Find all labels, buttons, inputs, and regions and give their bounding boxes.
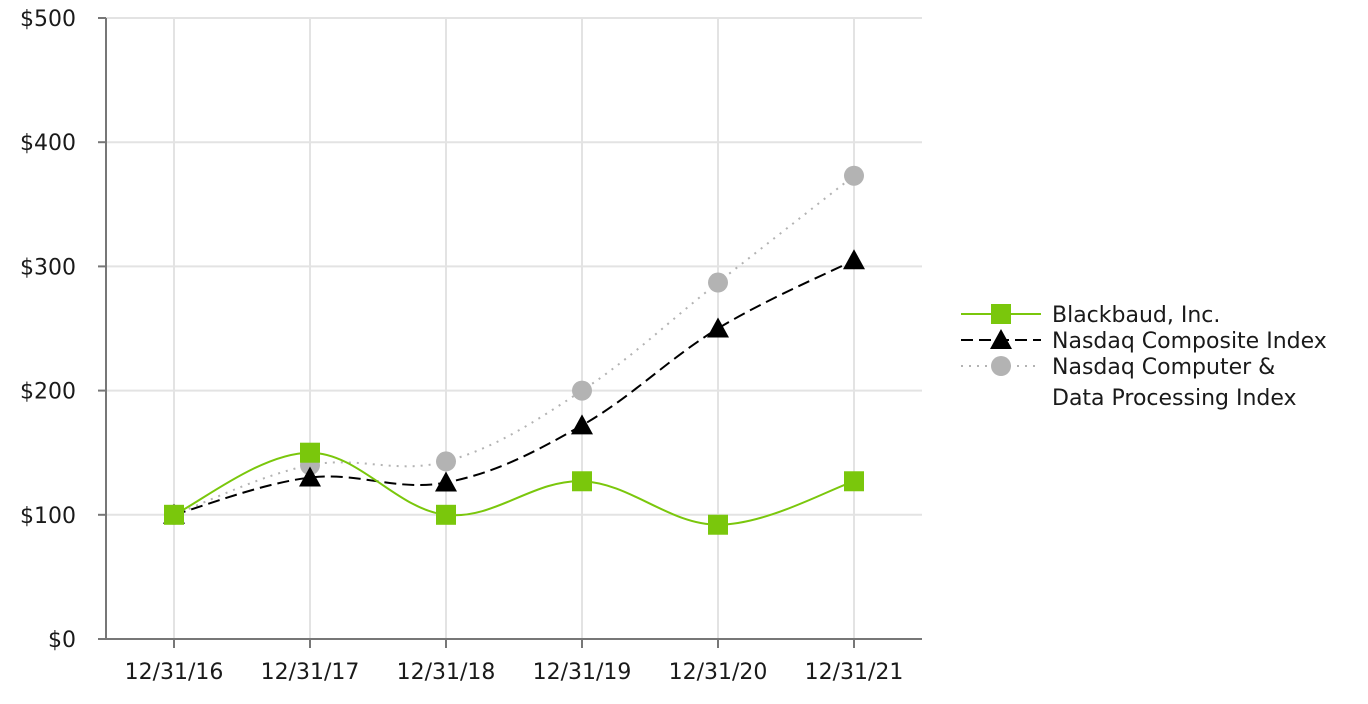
legend-label: Blackbaud, Inc. [1052,303,1220,328]
legend-label: Data Processing Index [1052,386,1297,411]
y-tick-label: $400 [20,131,76,156]
data-point [844,165,864,186]
grid-layer [106,17,922,639]
legend-marker [991,304,1011,324]
x-tick-label: 12/31/19 [533,660,632,685]
x-tick-label: 12/31/17 [261,660,360,685]
y-tick-label: $100 [20,504,76,529]
legend-marker [991,356,1011,376]
data-point [572,380,592,401]
legend-label: Nasdaq Computer & [1052,355,1275,380]
data-point [436,504,456,525]
y-tick-label: $500 [20,7,76,32]
y-tick-label: $300 [20,255,76,280]
data-point [300,442,320,463]
axis-layer: $0 $100 $200 $300 $400 $500 12/31/16 12/31/17 12… [20,7,922,685]
series-line [173,174,855,516]
legend-item-2: Nasdaq Computer & Data Processing Index [961,355,1297,411]
data-point [164,504,184,525]
legend-item-0: Blackbaud, Inc. [961,303,1220,328]
series-2 [164,165,864,525]
x-tick-label: 12/31/18 [397,660,496,685]
y-tick-label: $0 [48,628,76,653]
y-tick-label: $200 [20,380,76,405]
data-point [435,471,457,492]
series-line [173,451,855,526]
legend-item-1: Nasdaq Composite Index [961,329,1327,354]
data-point [707,317,729,338]
data-point [572,471,592,492]
data-point [708,514,728,535]
legend: Blackbaud, Inc.Nasdaq Composite IndexNas… [961,303,1327,411]
data-point [436,451,456,472]
legend-label: Nasdaq Composite Index [1052,329,1327,354]
x-tick-label: 12/31/20 [669,660,768,685]
data-point [844,471,864,492]
series-layer [163,165,865,535]
data-point [708,272,728,293]
series-1 [163,249,865,524]
x-tick-label: 12/31/16 [125,660,224,685]
data-point [571,414,593,435]
data-point [299,466,321,487]
series-line [173,259,855,516]
x-tick-label: 12/31/21 [805,660,904,685]
legend-marker [990,329,1012,349]
series-0 [164,442,864,535]
data-point [843,249,865,270]
